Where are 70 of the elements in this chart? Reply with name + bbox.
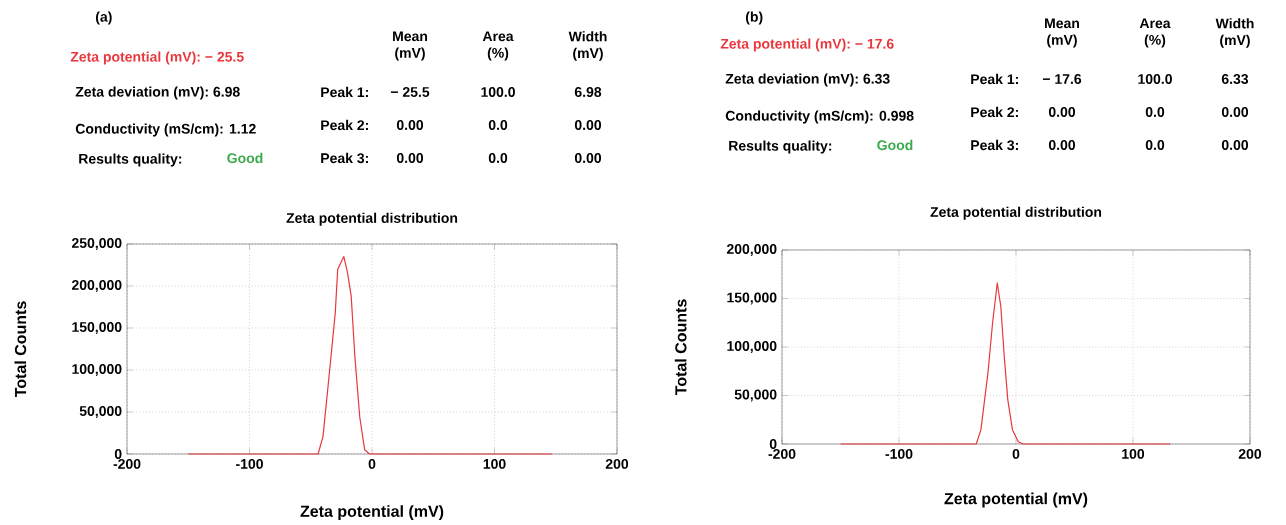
text: Width (mV) (1215, 18, 1254, 48)
text: 0.00 (396, 120, 424, 130)
text: 0.0 (488, 153, 508, 163)
text: Peak 2: (321, 119, 368, 131)
text: 0.00 (1221, 107, 1249, 117)
text: 100.0 (1138, 74, 1172, 84)
text: Peak 3: (321, 152, 368, 164)
text: Area (%) (1139, 18, 1171, 48)
text: Mean (mV) (1045, 18, 1080, 48)
text: Conductivity (mS/cm): 0.998 (725, 110, 914, 124)
x-tick-label: -200 (768, 448, 796, 459)
y-tick-label: 50,000 (734, 389, 777, 402)
x-tick-label: 0 (1012, 448, 1020, 459)
x-tick-label: -200 (113, 458, 141, 469)
text: Conductivity (mS/cm): 1.12 (75, 123, 256, 137)
text: 6.33 (1221, 74, 1249, 84)
x-tick-label: 200 (605, 458, 629, 469)
y-tick-label: 150,000 (727, 292, 777, 305)
y-tick-label: 100,000 (72, 364, 122, 376)
text: 0.00 (1048, 140, 1076, 150)
x-tick-label: 0 (368, 458, 376, 469)
y-tick-label: 0 (769, 439, 777, 449)
y-tick-label: 250,000 (71, 238, 122, 250)
x-tick-label: -100 (236, 458, 263, 469)
text: 0.00 (574, 120, 602, 130)
text: 0.0 (488, 120, 508, 130)
text: Zeta deviation (mV): 6.33 (725, 73, 890, 87)
y-tick-label: 150,000 (72, 322, 122, 334)
text: Zeta potential (mV): − 17.6 (720, 38, 894, 52)
text: 6.98 (574, 87, 602, 97)
text: 100.0 (481, 87, 515, 97)
text: Peak 1: (971, 73, 1018, 85)
x-tick-label: 100 (1122, 448, 1145, 459)
y-tick-label: 200,000 (71, 280, 122, 292)
x-tick-label: 200 (1238, 448, 1262, 459)
y-tick-label: 200,000 (726, 244, 777, 256)
text: Good (227, 152, 263, 164)
text: Zeta deviation (mV): 6.98 (75, 86, 240, 100)
text: Results quality: (79, 153, 182, 167)
text: 0.00 (396, 153, 424, 163)
y-axis-title: Total Counts (14, 301, 27, 398)
text: 0.00 (1048, 107, 1076, 117)
text: Peak 2: (971, 106, 1018, 118)
text: Results quality: (729, 140, 832, 154)
x-axis-title: Zeta potential (mV) (944, 492, 1088, 508)
x-tick-label: 100 (483, 458, 506, 469)
text: Peak 3: (971, 139, 1018, 151)
text: − 25.5 (390, 87, 430, 97)
chart-title: Zeta potential distribution (930, 206, 1102, 220)
line-series (839, 282, 1172, 445)
text: 0.0 (1145, 107, 1165, 117)
text: (b) (745, 11, 763, 25)
y-tick-label: 50,000 (79, 406, 122, 418)
text: Good (877, 139, 913, 151)
x-tick-label: -100 (885, 448, 913, 459)
text: Mean (mV) (393, 31, 428, 61)
text: 0.0 (1145, 140, 1165, 150)
text: Zeta potential (mV): − 25.5 (70, 51, 244, 65)
text: − 17.6 (1042, 74, 1082, 84)
text: Area (%) (482, 31, 514, 61)
text: (a) (95, 11, 112, 25)
text: Peak 1: (321, 86, 368, 98)
y-axis-title: Total Counts (674, 299, 687, 396)
chart-title: Zeta potential distribution (286, 212, 458, 226)
text: 0.00 (1221, 140, 1249, 150)
x-axis-title: Zeta potential (mV) (300, 505, 444, 521)
line-series (187, 256, 553, 455)
y-tick-label: 100,000 (727, 341, 777, 353)
text: Width (mV) (568, 31, 607, 61)
text: 0.00 (574, 153, 602, 163)
